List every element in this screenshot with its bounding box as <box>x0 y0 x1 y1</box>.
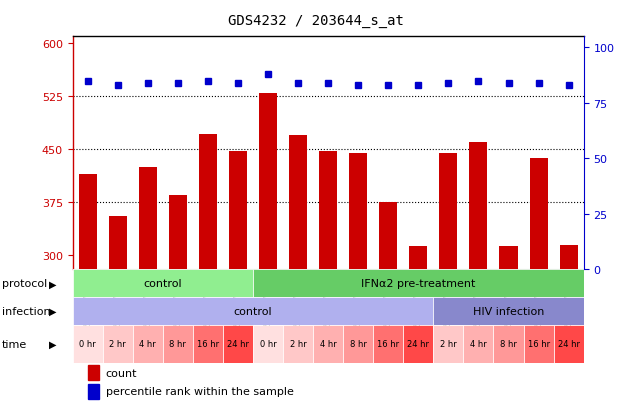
Text: ▶: ▶ <box>49 339 56 349</box>
Bar <box>223 325 253 363</box>
Text: 2 hr: 2 hr <box>290 339 307 349</box>
Text: ▶: ▶ <box>49 306 56 316</box>
Text: 24 hr: 24 hr <box>558 339 580 349</box>
Text: 8 hr: 8 hr <box>350 339 367 349</box>
Bar <box>343 325 373 363</box>
Bar <box>560 245 577 413</box>
Bar <box>139 168 156 413</box>
Text: infection: infection <box>2 306 50 316</box>
Bar <box>529 159 548 413</box>
Text: 4 hr: 4 hr <box>139 339 156 349</box>
Bar <box>88 385 99 399</box>
Bar <box>163 325 193 363</box>
Bar <box>73 297 433 325</box>
Bar <box>168 196 187 413</box>
Bar <box>469 143 488 413</box>
Bar <box>403 325 433 363</box>
Bar <box>88 366 99 380</box>
Bar <box>73 270 253 297</box>
Text: control: control <box>143 279 182 289</box>
Bar <box>79 175 97 413</box>
Text: protocol: protocol <box>2 279 47 289</box>
Text: HIV infection: HIV infection <box>473 306 544 316</box>
Text: count: count <box>106 368 138 377</box>
Bar <box>524 325 553 363</box>
Text: ▶: ▶ <box>49 279 56 289</box>
Text: 4 hr: 4 hr <box>470 339 487 349</box>
Bar <box>289 136 307 413</box>
Bar <box>373 325 403 363</box>
Bar <box>283 325 313 363</box>
Bar <box>433 325 463 363</box>
Text: GDS4232 / 203644_s_at: GDS4232 / 203644_s_at <box>228 14 403 28</box>
Bar <box>103 325 133 363</box>
Text: 2 hr: 2 hr <box>440 339 457 349</box>
Text: time: time <box>2 339 27 349</box>
Bar <box>313 325 343 363</box>
Bar <box>439 154 457 413</box>
Bar <box>500 247 517 413</box>
Bar <box>199 135 217 413</box>
Bar <box>229 152 247 413</box>
Text: control: control <box>233 306 272 316</box>
Bar <box>73 325 103 363</box>
Text: 0 hr: 0 hr <box>80 339 96 349</box>
Bar <box>433 297 584 325</box>
Bar <box>253 325 283 363</box>
Bar <box>410 247 427 413</box>
Text: 4 hr: 4 hr <box>320 339 336 349</box>
Text: 16 hr: 16 hr <box>528 339 550 349</box>
Bar <box>319 152 337 413</box>
Bar <box>109 217 127 413</box>
Text: 24 hr: 24 hr <box>408 339 429 349</box>
Text: IFNα2 pre-treatment: IFNα2 pre-treatment <box>361 279 476 289</box>
Text: 24 hr: 24 hr <box>227 339 249 349</box>
Text: 8 hr: 8 hr <box>169 339 186 349</box>
Bar <box>253 270 584 297</box>
Text: 16 hr: 16 hr <box>377 339 399 349</box>
Text: 8 hr: 8 hr <box>500 339 517 349</box>
Bar <box>463 325 493 363</box>
Bar <box>133 325 163 363</box>
Bar <box>493 325 524 363</box>
Bar <box>379 203 398 413</box>
Text: 2 hr: 2 hr <box>109 339 126 349</box>
Text: 0 hr: 0 hr <box>259 339 276 349</box>
Bar <box>259 94 277 413</box>
Bar <box>349 154 367 413</box>
Text: percentile rank within the sample: percentile rank within the sample <box>106 387 293 396</box>
Text: 16 hr: 16 hr <box>197 339 219 349</box>
Bar <box>553 325 584 363</box>
Bar <box>193 325 223 363</box>
